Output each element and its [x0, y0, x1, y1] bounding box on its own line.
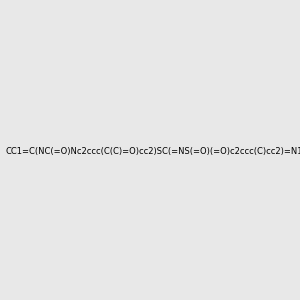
Text: CC1=C(NC(=O)Nc2ccc(C(C)=O)cc2)SC(=NS(=O)(=O)c2ccc(C)cc2)=N1: CC1=C(NC(=O)Nc2ccc(C(C)=O)cc2)SC(=NS(=O)…	[5, 147, 300, 156]
